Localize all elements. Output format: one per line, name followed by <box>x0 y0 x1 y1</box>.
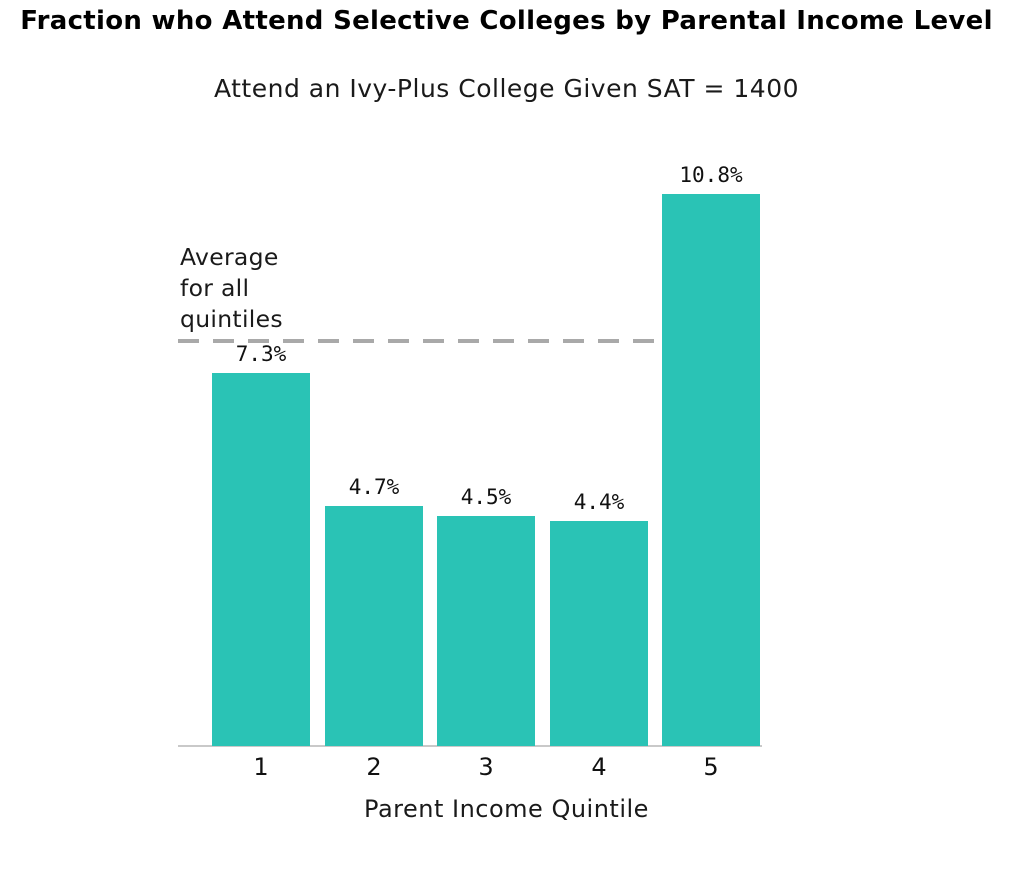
average-line-label: Average for all quintiles <box>180 242 283 335</box>
average-dashed-line <box>178 339 662 343</box>
bar-quintile-3 <box>437 516 535 746</box>
chart-title: Fraction who Attend Selective Colleges b… <box>20 6 993 36</box>
bar-value-label: 10.8% <box>679 163 743 187</box>
chart-subtitle: Attend an Ivy-Plus College Given SAT = 1… <box>213 74 800 103</box>
average-line-label-line3: quintiles <box>180 305 283 333</box>
bar-value-label: 4.7% <box>348 475 400 499</box>
bar-value-label: 4.5% <box>460 485 512 509</box>
average-line-label-line1: Average <box>180 243 279 271</box>
bar-quintile-1 <box>212 373 310 746</box>
x-axis-title: Parent Income Quintile <box>364 795 649 823</box>
bar-value-label: 4.4% <box>573 490 625 514</box>
bar-value-label: 7.3% <box>235 342 287 366</box>
x-axis-line <box>178 745 762 747</box>
x-tick-label: 1 <box>253 753 269 781</box>
x-tick-label: 4 <box>591 753 607 781</box>
bar-quintile-5 <box>662 194 760 746</box>
x-tick-label: 2 <box>366 753 382 781</box>
x-tick-label: 5 <box>703 753 719 781</box>
bar-quintile-2 <box>325 506 423 746</box>
bar-quintile-4 <box>550 521 648 746</box>
average-line-label-line2: for all <box>180 274 250 302</box>
x-tick-label: 3 <box>478 753 494 781</box>
